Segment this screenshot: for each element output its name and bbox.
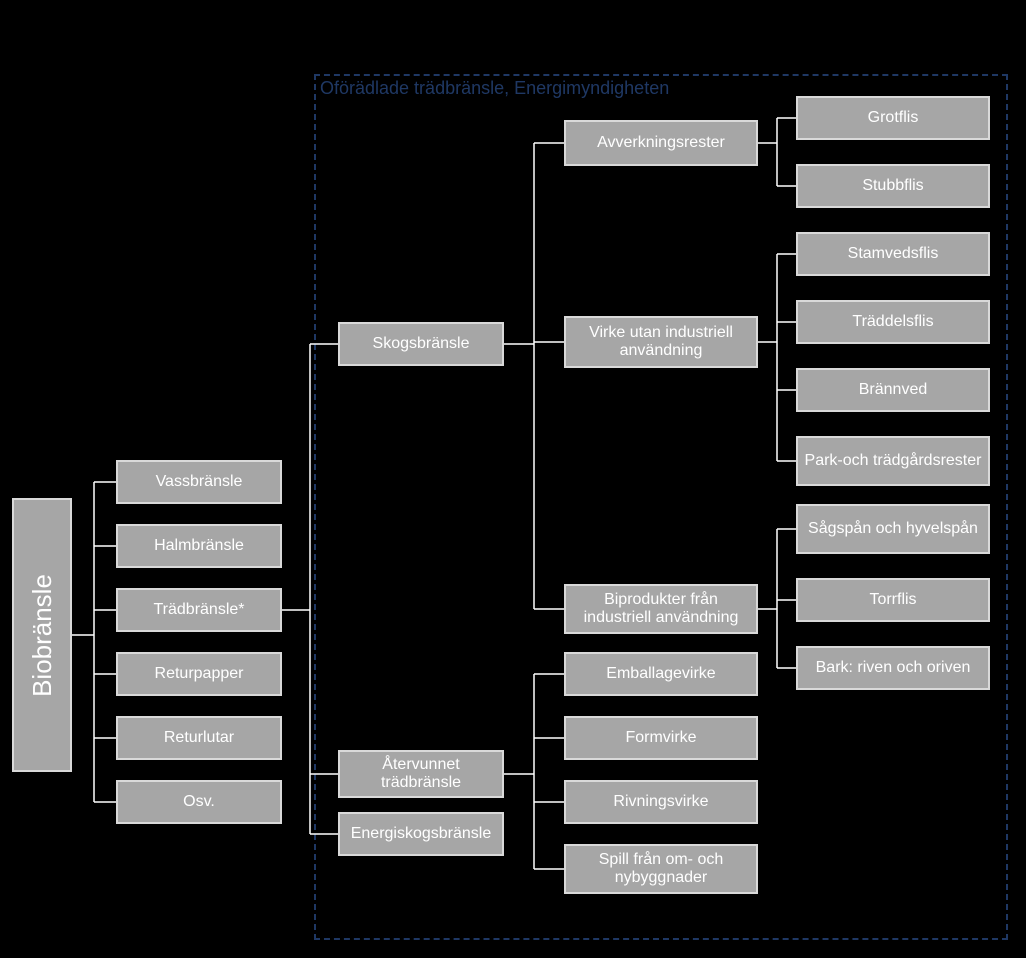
node-skogsbransle: Skogsbränsle xyxy=(338,322,504,366)
node-tradbransle: Trädbränsle* xyxy=(116,588,282,632)
node-label: Biobränsle xyxy=(27,574,58,697)
node-grotflis: Grotflis xyxy=(796,96,990,140)
node-vassbransle: Vassbränsle xyxy=(116,460,282,504)
node-returlutar: Returlutar xyxy=(116,716,282,760)
node-sagspan: Sågspån och hyvelspån xyxy=(796,504,990,554)
node-energiskogsbransle: Energiskogsbränsle xyxy=(338,812,504,856)
node-osv: Osv. xyxy=(116,780,282,824)
node-virke_utan: Virke utan industriell användning xyxy=(564,316,758,368)
node-biobransle: Biobränsle xyxy=(12,498,72,772)
node-spill: Spill från om- och nybyggnader xyxy=(564,844,758,894)
node-rivningsvirke: Rivningsvirke xyxy=(564,780,758,824)
node-stamvedsflis: Stamvedsflis xyxy=(796,232,990,276)
node-stubbflis: Stubbflis xyxy=(796,164,990,208)
node-torrflis: Torrflis xyxy=(796,578,990,622)
node-park: Park-och trädgårdsrester xyxy=(796,436,990,486)
node-traddelsflis: Träddelsflis xyxy=(796,300,990,344)
node-formvirke: Formvirke xyxy=(564,716,758,760)
node-avverkningsrester: Avverkningsrester xyxy=(564,120,758,166)
node-atervunnet: Återvunnet trädbränsle xyxy=(338,750,504,798)
node-returpapper: Returpapper xyxy=(116,652,282,696)
node-halmbransle: Halmbränsle xyxy=(116,524,282,568)
group-title: Oförädlade trädbränsle, Energimyndighete… xyxy=(320,78,669,99)
node-brannved: Brännved xyxy=(796,368,990,412)
diagram-canvas: Oförädlade trädbränsle, Energimyndighete… xyxy=(0,0,1026,958)
node-bark: Bark: riven och oriven xyxy=(796,646,990,690)
node-biprodukter: Biprodukter från industriell användning xyxy=(564,584,758,634)
node-emballagevirke: Emballagevirke xyxy=(564,652,758,696)
